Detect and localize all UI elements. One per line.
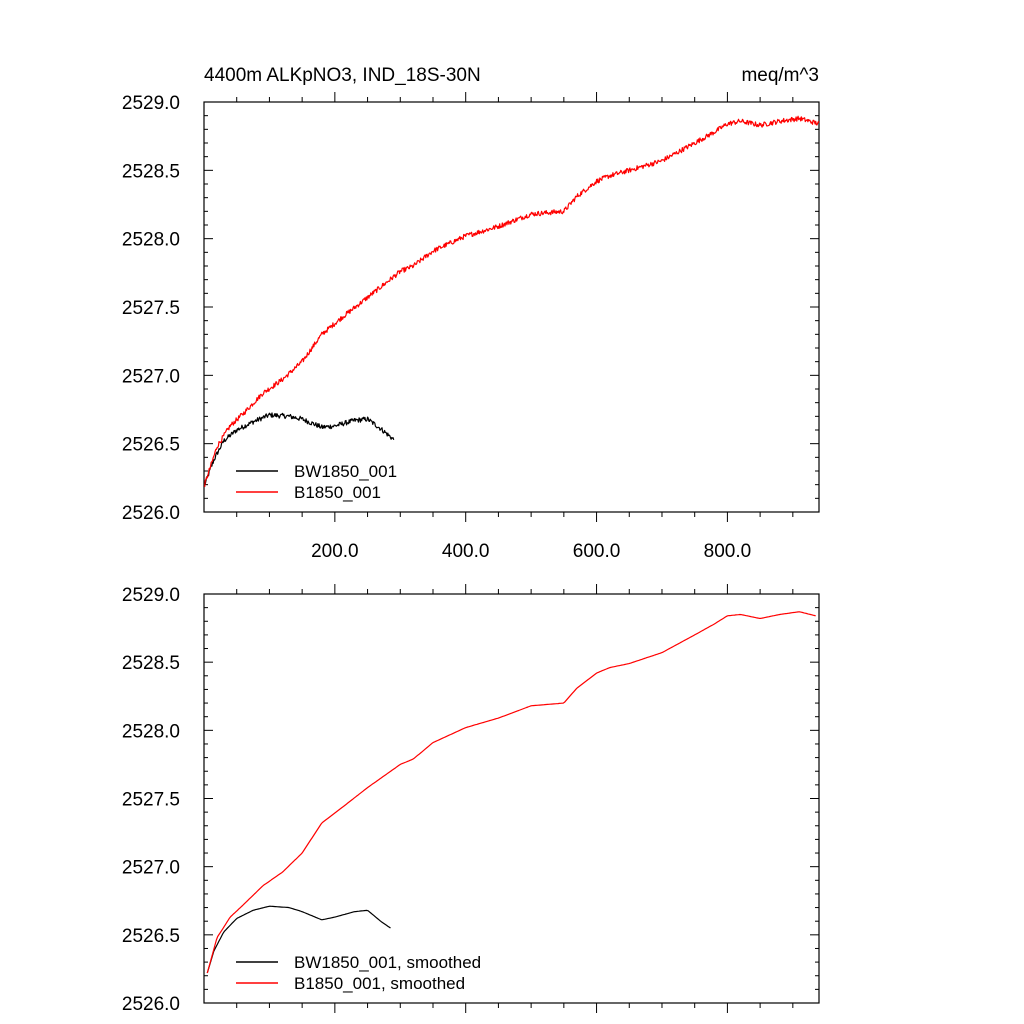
bottom-axis-ticks (204, 584, 819, 1013)
bottom-series-line-bw1850-001-smoothed (206, 905, 391, 974)
bottom-series-line-b1850-001-smoothed (206, 611, 816, 974)
bottom-y-tick-label: 2526.5 (122, 926, 180, 947)
top-y-tick-label: 2527.5 (122, 298, 180, 319)
top-x-tick-label: 400.0 (442, 541, 490, 562)
bottom-y-tick-label: 2529.0 (122, 585, 180, 606)
top-y-tick-label: 2526.5 (122, 435, 180, 456)
top-series-lines (204, 115, 820, 487)
legend-label-bw1850: BW1850_001 (294, 462, 397, 481)
bottom-y-tick-label: 2527.5 (122, 790, 180, 811)
bottom-y-tick-label: 2528.5 (122, 653, 180, 674)
legend-label-b1850-smoothed: B1850_001, smoothed (294, 974, 465, 993)
bottom-y-tick-label: 2528.0 (122, 721, 180, 742)
top-y-tick-label: 2526.0 (122, 503, 180, 524)
top-y-tick-label: 2527.0 (122, 366, 180, 387)
bottom-y-tick-label: 2527.0 (122, 858, 180, 879)
top-x-tick-label: 600.0 (573, 541, 621, 562)
top-series-line-b1850-001 (204, 115, 820, 487)
top-x-tick-label: 800.0 (704, 541, 752, 562)
top-y-tick-label: 2528.5 (122, 161, 180, 182)
plot-title: 4400m ALKpNO3, IND_18S-30N (204, 65, 481, 86)
top-x-tick-labels: 200.0 400.0 600.0 800.0 (311, 541, 751, 562)
legend-label-bw1850-smoothed: BW1850_001, smoothed (294, 953, 481, 972)
legend-label-b1850: B1850_001 (294, 483, 381, 502)
bottom-y-tick-label: 2526.0 (122, 994, 180, 1015)
top-y-tick-labels: 2526.0 2526.5 2527.0 2527.5 2528.0 2528.5 2529… (122, 93, 180, 524)
bottom-y-tick-labels: 2526.0 2526.5 2527.0 2527.5 2528.0 2528.5 2529… (122, 585, 180, 1015)
top-y-tick-label: 2529.0 (122, 93, 180, 114)
top-y-tick-label: 2528.0 (122, 230, 180, 251)
top-series-line-bw1850-001 (204, 412, 395, 485)
bottom-series-lines (206, 611, 816, 974)
bottom-legend: BW1850_001, smoothed B1850_001, smoothed (236, 953, 481, 993)
top-axis-ticks (204, 92, 819, 522)
units-label: meq/m^3 (741, 65, 819, 86)
top-legend: BW1850_001 B1850_001 (236, 462, 397, 502)
bottom-panel: 2526.0 2526.5 2527.0 2527.5 2528.0 2528.5 2529… (122, 584, 820, 1015)
top-x-tick-label: 200.0 (311, 541, 359, 562)
top-panel: 4400m ALKpNO3, IND_18S-30N meq/m^3 2526.… (122, 65, 820, 562)
